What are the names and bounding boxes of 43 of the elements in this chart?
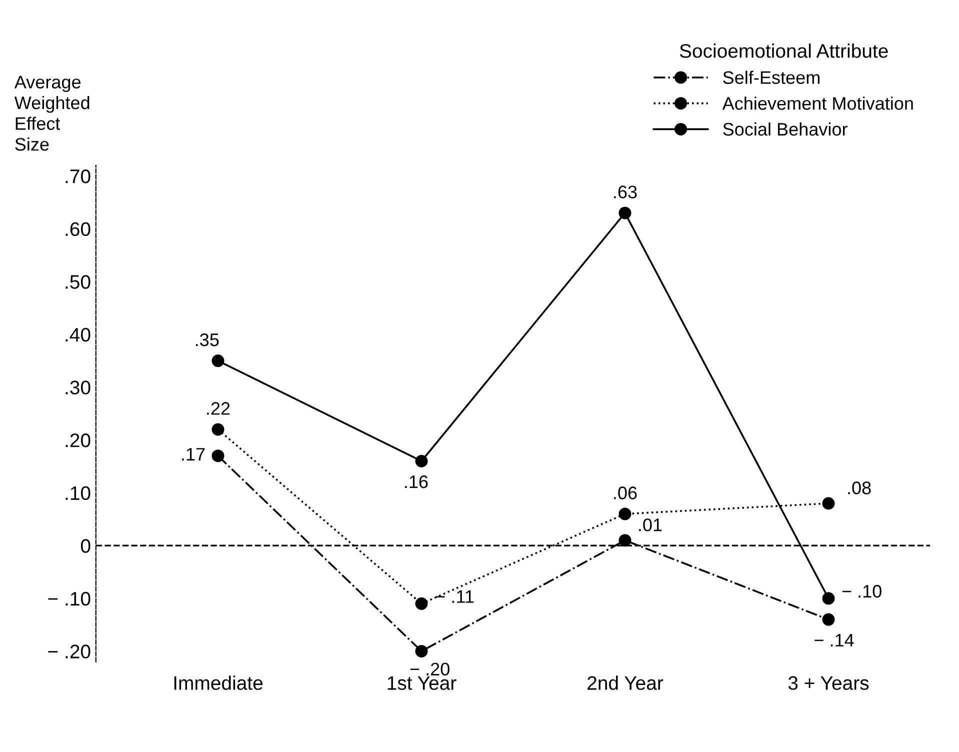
data-label: − .11: [436, 590, 474, 603]
point: [822, 497, 835, 510]
y-tick-label: .70: [66, 169, 90, 184]
y-tick-label: .20: [66, 433, 90, 448]
point: [415, 454, 428, 468]
data-label: .22: [207, 402, 230, 415]
x-tick-label: 2nd Year: [588, 676, 664, 690]
y-axis-title: Average Weighted Effect Size: [14, 76, 90, 151]
x-tick-label: Immediate: [174, 676, 263, 690]
data-label: − .20: [410, 662, 450, 676]
data-label: − .14: [814, 634, 854, 646]
data-label: .63: [614, 186, 637, 198]
data-label: − .10: [842, 584, 882, 598]
x-tick-label: 3 + Years: [788, 676, 869, 690]
point: [212, 354, 224, 368]
legend-label: Achievement Motivation: [722, 96, 913, 110]
y-tick-label: .30: [66, 380, 90, 394]
point: [212, 423, 224, 436]
y-tick-label: − .10: [48, 592, 90, 606]
data-label: .08: [848, 482, 871, 494]
point: [415, 597, 428, 610]
legend-title: Socioemotional Attribute: [680, 44, 888, 58]
legend-label: Social Behavior: [723, 122, 848, 136]
point: [822, 592, 835, 605]
point: [822, 613, 835, 626]
point: [618, 508, 632, 520]
point: [618, 534, 632, 547]
point: [618, 206, 632, 220]
point: [415, 644, 428, 658]
data-label: .17: [182, 448, 205, 461]
y-tick-label: − .20: [48, 644, 90, 658]
y-tick-label: .50: [66, 275, 90, 289]
data-label: .01: [639, 518, 662, 532]
y-tick-label: .40: [66, 328, 90, 342]
data-label: .16: [405, 475, 428, 488]
point: [212, 450, 224, 462]
x-tick-label: 1st Year: [388, 676, 456, 690]
y-tick-label: 0: [80, 539, 90, 553]
y-tick-label: .60: [66, 222, 90, 236]
legend-label: Self-Esteem: [723, 70, 820, 84]
data-label: .35: [196, 333, 219, 346]
y-tick-label: .10: [66, 486, 90, 500]
data-label: .06: [614, 486, 637, 500]
